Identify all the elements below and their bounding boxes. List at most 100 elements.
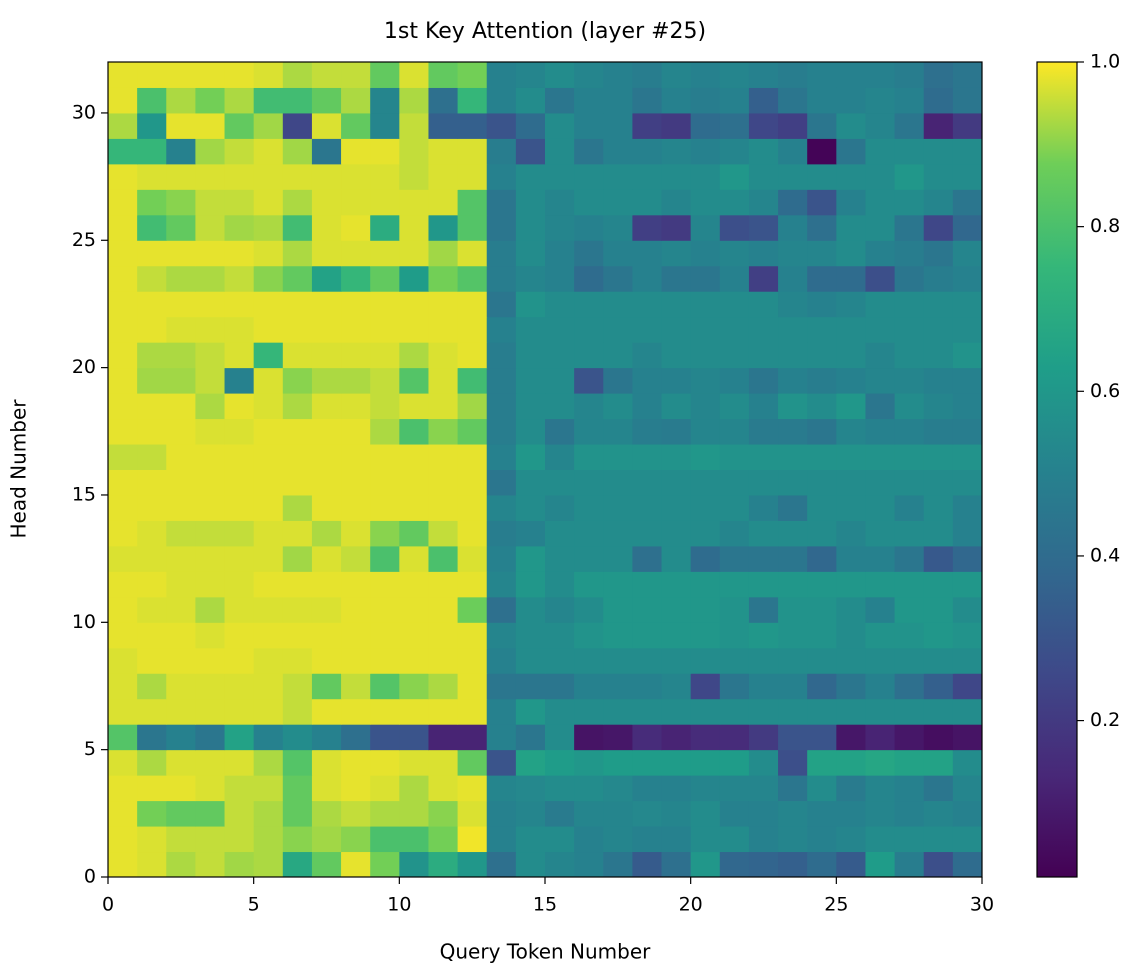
heatmap-cell — [399, 163, 429, 190]
heatmap-cell — [515, 214, 546, 241]
heatmap-cell — [807, 673, 837, 700]
heatmap-cell — [836, 826, 866, 853]
heatmap-cell — [865, 112, 896, 139]
heatmap-cell — [137, 367, 167, 394]
heatmap-cell — [486, 800, 517, 827]
heatmap-cell — [137, 112, 167, 139]
heatmap-cell — [836, 189, 866, 216]
heatmap-cell — [923, 112, 954, 139]
heatmap-cell — [719, 851, 750, 878]
heatmap-cell — [778, 596, 808, 623]
heatmap-cell — [778, 418, 808, 445]
heatmap-cell — [166, 87, 196, 114]
heatmap-cell — [311, 240, 342, 267]
heatmap-cell — [690, 826, 721, 853]
heatmap-cell — [748, 393, 779, 420]
heatmap-cell — [108, 342, 138, 369]
heatmap-cell — [952, 698, 983, 725]
heatmap-cell — [457, 138, 488, 165]
heatmap-cell — [603, 189, 633, 216]
heatmap-cell — [603, 163, 633, 190]
heatmap-cell — [574, 622, 604, 649]
heatmap-cell — [282, 138, 313, 165]
heatmap-cell — [632, 316, 663, 343]
heatmap-cell — [603, 138, 633, 165]
heatmap-cell — [778, 367, 808, 394]
heatmap-cell — [166, 393, 196, 420]
heatmap-cell — [807, 214, 837, 241]
heatmap-cell — [253, 596, 284, 623]
heatmap-cell — [661, 367, 692, 394]
heatmap-cell — [195, 240, 226, 267]
heatmap-cell — [807, 596, 837, 623]
heatmap-cell — [224, 749, 255, 776]
heatmap-cell — [341, 851, 371, 878]
heatmap-cell — [108, 240, 138, 267]
heatmap-cell — [137, 189, 167, 216]
heatmap-cell — [370, 418, 400, 445]
heatmap-cell — [719, 316, 750, 343]
heatmap-cell — [428, 163, 459, 190]
heatmap-cell — [690, 469, 721, 496]
y-axis-label: Head Number — [7, 399, 31, 539]
heatmap-cell — [894, 316, 925, 343]
heatmap-cell — [282, 87, 313, 114]
heatmap-cell — [166, 596, 196, 623]
heatmap-cell — [311, 851, 342, 878]
heatmap-cell — [399, 749, 429, 776]
heatmap-cell — [224, 62, 255, 88]
heatmap-cell — [428, 189, 459, 216]
heatmap-cell — [282, 749, 313, 776]
heatmap-cell — [108, 62, 138, 88]
heatmap-cell — [865, 520, 896, 547]
heatmap-cell — [457, 571, 488, 598]
heatmap-cell — [399, 622, 429, 649]
heatmap-cell — [923, 367, 954, 394]
heatmap-cell — [603, 596, 633, 623]
heatmap-cell — [661, 163, 692, 190]
heatmap-cell — [515, 418, 546, 445]
heatmap-cell — [457, 596, 488, 623]
heatmap-cell — [690, 494, 721, 521]
heatmap-cell — [778, 545, 808, 572]
heatmap-cell — [545, 851, 575, 878]
heatmap-cell — [748, 545, 779, 572]
heatmap-cell — [952, 112, 983, 139]
heatmap-cell — [952, 393, 983, 420]
heatmap-cell — [108, 596, 138, 623]
heatmap-cell — [545, 393, 575, 420]
heatmap-cell — [661, 622, 692, 649]
heatmap-cell — [894, 494, 925, 521]
heatmap-cell — [690, 87, 721, 114]
heatmap-cell — [486, 62, 517, 88]
heatmap-cell — [137, 520, 167, 547]
heatmap-cell — [341, 316, 371, 343]
heatmap-cell — [486, 240, 517, 267]
heatmap-cell — [399, 520, 429, 547]
heatmap-cell — [108, 698, 138, 725]
heatmap-cell — [574, 826, 604, 853]
heatmap-cell — [166, 444, 196, 470]
heatmap-cell — [195, 596, 226, 623]
heatmap-cell — [224, 367, 255, 394]
heatmap-cell — [661, 265, 692, 292]
heatmap-cell — [952, 240, 983, 267]
heatmap-cell — [311, 62, 342, 88]
heatmap-cell — [137, 469, 167, 496]
heatmap-cell — [515, 851, 546, 878]
heatmap-cell — [370, 62, 400, 88]
heatmap-cell — [224, 291, 255, 318]
heatmap-cell — [807, 724, 837, 751]
heatmap-cell — [836, 444, 866, 470]
heatmap-cell — [923, 622, 954, 649]
x-tick-label: 15 — [533, 894, 557, 916]
heatmap-cell — [719, 545, 750, 572]
heatmap-cell — [311, 163, 342, 190]
heatmap-cell — [952, 469, 983, 496]
heatmap-cell — [748, 596, 779, 623]
heatmap-cell — [719, 698, 750, 725]
heatmap-cell — [923, 545, 954, 572]
heatmap-cell — [224, 265, 255, 292]
heatmap-cell — [574, 62, 604, 88]
heatmap-cell — [166, 112, 196, 139]
